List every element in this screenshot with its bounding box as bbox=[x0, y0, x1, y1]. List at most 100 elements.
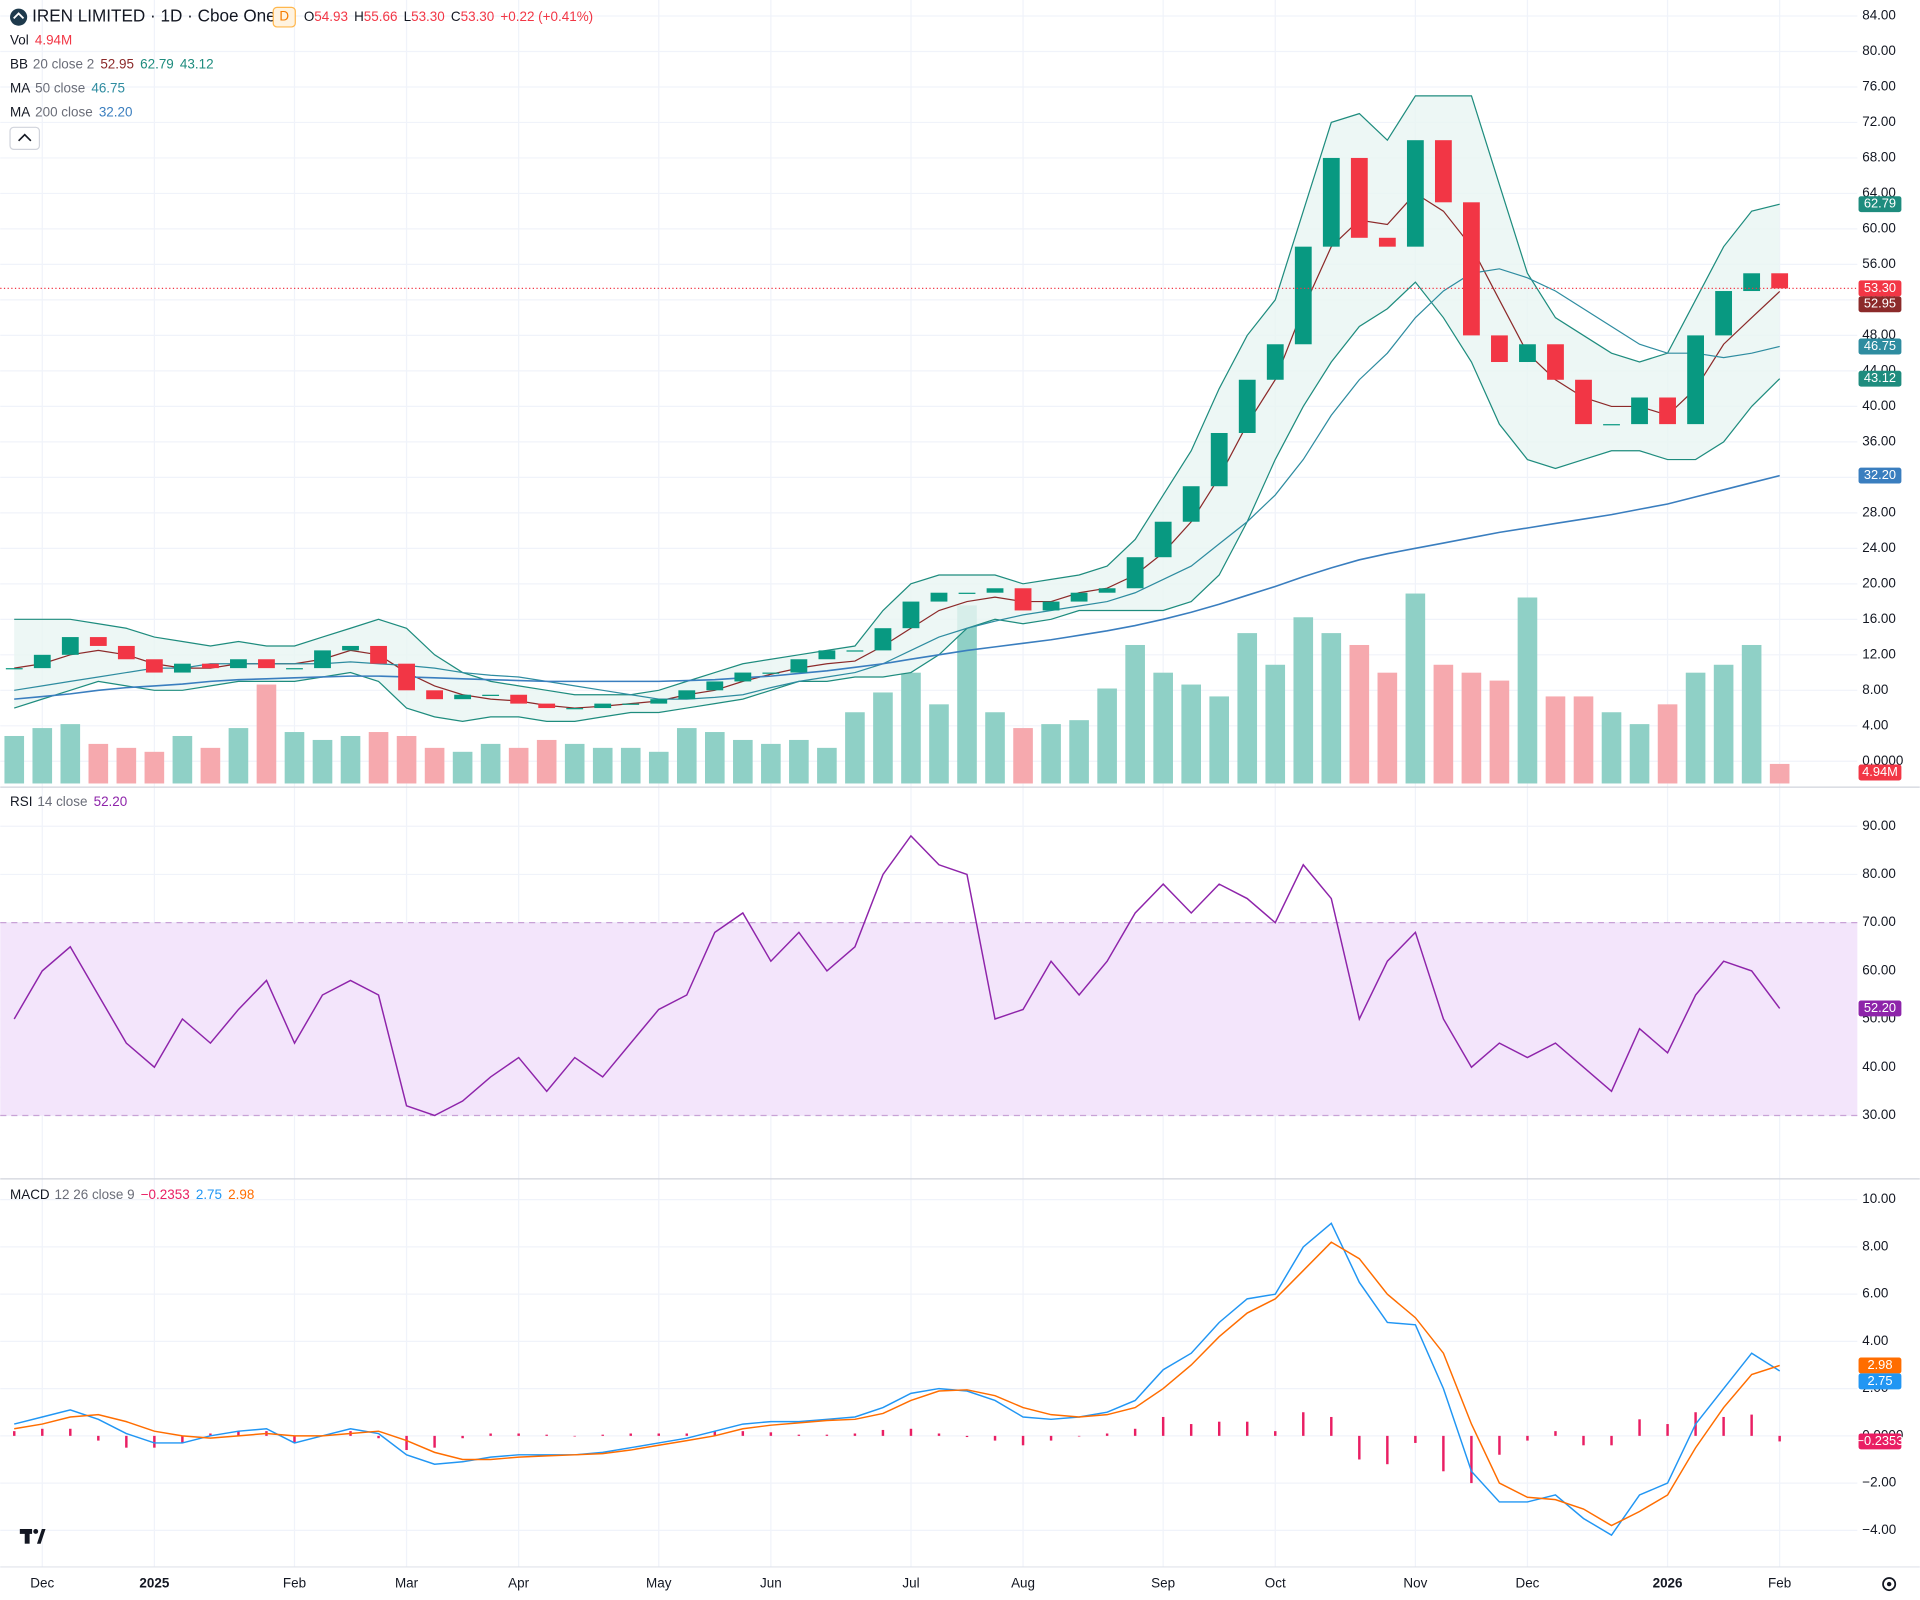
y-tick-label: 48.00 bbox=[1862, 327, 1896, 342]
volume-bar bbox=[144, 751, 165, 784]
candle bbox=[1631, 397, 1648, 425]
ohlc-value: 53.30 bbox=[411, 9, 445, 24]
candle bbox=[1014, 588, 1032, 611]
tradingview-logo[interactable] bbox=[19, 1528, 46, 1544]
x-tick-label: Oct bbox=[1265, 1576, 1286, 1591]
volume-bar bbox=[1349, 644, 1370, 784]
volume-bar bbox=[396, 735, 417, 784]
indicator-legend: Vol 4.94M bbox=[10, 32, 72, 47]
macd-histogram-bar bbox=[1414, 1435, 1417, 1443]
candle bbox=[1771, 273, 1789, 289]
ohlc-value: 54.93 bbox=[314, 9, 348, 24]
volume-bar bbox=[1545, 696, 1566, 784]
x-tick-label: Dec bbox=[30, 1576, 54, 1591]
candle bbox=[1715, 291, 1733, 336]
settings-button[interactable] bbox=[1882, 1577, 1897, 1592]
axes: 0.0000 4.00 8.00 12.00 16.00 20.00 24.00 28.00 3… bbox=[30, 8, 1903, 1591]
axis-badge-label: 2.98 bbox=[1867, 1357, 1892, 1372]
volume-bar bbox=[1713, 664, 1734, 784]
volume-bar bbox=[985, 712, 1005, 784]
candle bbox=[1154, 521, 1172, 558]
candle bbox=[1126, 557, 1144, 589]
axis-badge bbox=[1858, 280, 1902, 297]
macd-histogram-bar bbox=[713, 1431, 717, 1436]
bb-lower bbox=[14, 281, 1781, 723]
logo-part bbox=[36, 1528, 46, 1544]
volume-bar bbox=[1601, 712, 1622, 784]
candle bbox=[902, 601, 920, 629]
candle bbox=[145, 659, 163, 673]
y-tick-label: 4.00 bbox=[1862, 1333, 1888, 1348]
candle bbox=[1463, 202, 1480, 336]
volume-bar bbox=[536, 739, 557, 784]
gear-center bbox=[1886, 1581, 1892, 1587]
indicator-name: MACD bbox=[10, 1186, 50, 1201]
volume-bar bbox=[340, 735, 361, 784]
candle bbox=[258, 659, 275, 669]
axis-badge-label: 2.75 bbox=[1867, 1373, 1892, 1388]
axis-badge-label: −0.2353 bbox=[1857, 1433, 1904, 1448]
axis-badge bbox=[1858, 296, 1902, 313]
y-tick-label: 24.00 bbox=[1862, 540, 1896, 555]
symbol-logo bbox=[10, 8, 28, 26]
macd-histogram-bar bbox=[1189, 1424, 1193, 1436]
axis-badge bbox=[1858, 1357, 1902, 1374]
candle bbox=[314, 650, 331, 669]
macd-histogram-bar bbox=[1105, 1433, 1109, 1436]
volume-bar bbox=[228, 728, 249, 784]
candle bbox=[1743, 273, 1761, 292]
volume-bar bbox=[901, 672, 921, 784]
macd-histogram-bar bbox=[433, 1435, 436, 1448]
macd-histogram-bar bbox=[993, 1435, 997, 1441]
macd-histogram-bar bbox=[881, 1429, 885, 1436]
candle bbox=[1406, 140, 1424, 247]
volume-bar bbox=[761, 743, 781, 784]
candle bbox=[1547, 344, 1564, 380]
axis-badge bbox=[1858, 370, 1902, 387]
ohlc-legend: O54.93 H55.66 L53.30 C53.30 +0.22 (+0.41%) bbox=[304, 9, 593, 24]
volume-bar bbox=[1321, 633, 1342, 784]
y-tick-label: 70.00 bbox=[1862, 914, 1896, 929]
candle bbox=[173, 663, 191, 673]
macd-histogram-bar bbox=[1722, 1416, 1725, 1436]
macd-histogram-bar bbox=[1778, 1435, 1781, 1442]
x-tick-label: 2026 bbox=[1653, 1576, 1683, 1591]
volume-bar bbox=[200, 747, 221, 784]
volume-bar bbox=[1433, 664, 1454, 784]
candle bbox=[1434, 140, 1452, 203]
y-tick-label: 36.00 bbox=[1862, 433, 1896, 448]
macd-histogram-bar bbox=[601, 1434, 604, 1436]
candle bbox=[1070, 592, 1088, 602]
collapse-button[interactable] bbox=[9, 126, 41, 150]
candle bbox=[986, 588, 1004, 593]
macd-histogram-bar bbox=[1021, 1435, 1025, 1446]
candle bbox=[1098, 588, 1116, 593]
indicator-value: 62.79 bbox=[140, 56, 174, 71]
x-tick-label: Apr bbox=[508, 1576, 529, 1591]
ohlc-label: H bbox=[354, 9, 364, 24]
volume-bar bbox=[873, 692, 893, 784]
macd-histogram-bar bbox=[1133, 1428, 1137, 1436]
axis-badge bbox=[1858, 764, 1902, 781]
candle bbox=[1266, 344, 1284, 380]
candle bbox=[958, 592, 976, 594]
x-tick-label: Feb bbox=[283, 1576, 306, 1591]
macd-histogram-bar bbox=[573, 1435, 576, 1437]
ma200-line bbox=[14, 474, 1780, 700]
collapse-icon bbox=[18, 133, 32, 142]
y-tick-label: 16.00 bbox=[1862, 611, 1896, 626]
candle bbox=[398, 663, 415, 691]
macd-histogram-bar bbox=[489, 1433, 492, 1436]
macd-histogram-bar bbox=[1526, 1435, 1529, 1441]
indicator-params: 14 close bbox=[37, 793, 87, 808]
y-tick-label: 0.0000 bbox=[1862, 753, 1903, 768]
indicator-value: −0.2353 bbox=[141, 1186, 190, 1201]
axis-badge-label: 52.95 bbox=[1864, 296, 1896, 311]
macd-histogram-bar bbox=[1302, 1412, 1305, 1436]
candle bbox=[874, 628, 892, 651]
volume-bar bbox=[564, 743, 585, 784]
indicator-value: 52.95 bbox=[100, 56, 134, 71]
change: +0.22 (+0.41%) bbox=[500, 9, 593, 24]
x-tick-label: Dec bbox=[1515, 1576, 1539, 1591]
candle bbox=[538, 703, 556, 709]
